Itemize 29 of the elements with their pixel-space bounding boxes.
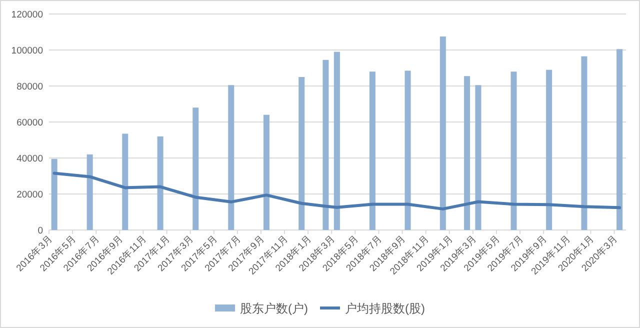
y-tick-label: 100000 — [11, 46, 43, 56]
bar — [475, 85, 482, 230]
bar — [581, 56, 588, 230]
bar — [51, 158, 58, 230]
bar — [404, 70, 411, 230]
bar — [228, 85, 234, 230]
bar — [322, 60, 329, 230]
y-tick-label: 0 — [38, 226, 43, 236]
line-series — [52, 172, 622, 210]
legend-label: 股东户数(户) — [240, 302, 308, 316]
bar — [263, 114, 270, 230]
bar — [616, 49, 623, 230]
bar — [510, 72, 517, 230]
y-tick-label: 20000 — [16, 190, 43, 200]
y-tick-label: 80000 — [16, 82, 43, 92]
bar — [86, 154, 93, 230]
y-tick-label: 120000 — [11, 10, 43, 20]
y-tick-label: 60000 — [16, 118, 43, 128]
bar — [298, 77, 305, 230]
bar — [464, 76, 470, 230]
bar — [122, 134, 128, 230]
bar — [334, 52, 340, 230]
bar — [157, 136, 164, 230]
bar — [546, 70, 552, 230]
bar — [369, 72, 376, 230]
y-tick-label: 40000 — [16, 154, 43, 164]
legend-label: 户均持股数(股) — [345, 302, 425, 316]
bar — [192, 108, 199, 230]
bar — [440, 36, 446, 230]
